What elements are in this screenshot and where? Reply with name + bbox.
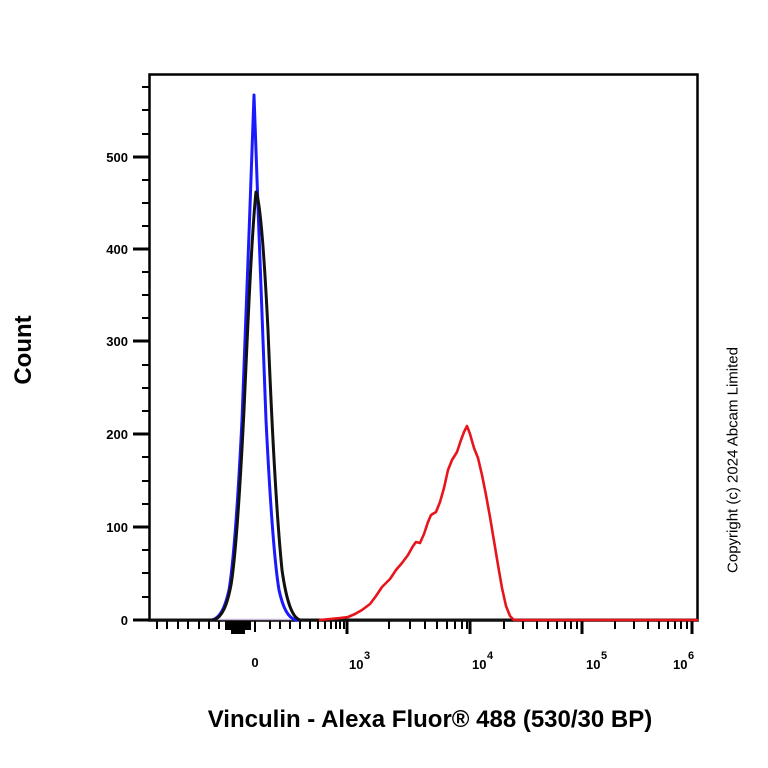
x-tick-1e5: 10 5 bbox=[586, 650, 607, 672]
series-curves bbox=[149, 93, 699, 622]
y-tick-200: 200 bbox=[106, 427, 128, 442]
y-tick-labels: 0 100 200 300 400 500 bbox=[106, 150, 128, 628]
svg-text:10: 10 bbox=[673, 657, 687, 672]
series-black-isotype bbox=[149, 190, 699, 622]
svg-text:10: 10 bbox=[472, 657, 486, 672]
y-axis-title: Count bbox=[4, 300, 44, 400]
copyright-text: Copyright (c) 2024 Abcam Limited bbox=[724, 347, 742, 573]
x-tick-1e6: 10 6 bbox=[673, 650, 694, 672]
x-tick-labels: 0 10 3 10 4 10 5 10 6 bbox=[251, 650, 694, 672]
svg-text:3: 3 bbox=[364, 650, 370, 662]
svg-text:10: 10 bbox=[586, 657, 600, 672]
x-axis bbox=[156, 621, 694, 634]
x-axis-title: Vinculin - Alexa Fluor® 488 (530/30 BP) bbox=[207, 706, 653, 733]
copyright-notice: Copyright (c) 2024 Abcam Limited bbox=[718, 290, 748, 630]
y-tick-0: 0 bbox=[121, 613, 128, 628]
svg-text:4: 4 bbox=[487, 650, 494, 662]
svg-text:5: 5 bbox=[601, 650, 607, 662]
series-red-vinculin bbox=[318, 424, 699, 622]
svg-text:6: 6 bbox=[688, 650, 694, 662]
y-tick-300: 300 bbox=[106, 334, 128, 349]
y-tick-400: 400 bbox=[106, 242, 128, 257]
y-tick-100: 100 bbox=[106, 520, 128, 535]
svg-text:10: 10 bbox=[349, 657, 363, 672]
x-tick-0: 0 bbox=[251, 655, 258, 670]
x-tick-1e4: 10 4 bbox=[472, 650, 494, 672]
plot-frame bbox=[148, 73, 699, 622]
y-axis bbox=[133, 86, 149, 622]
y-tick-500: 500 bbox=[106, 150, 128, 165]
x-tick-1e3: 10 3 bbox=[349, 650, 370, 672]
y-axis-title-text: Count bbox=[10, 315, 37, 385]
